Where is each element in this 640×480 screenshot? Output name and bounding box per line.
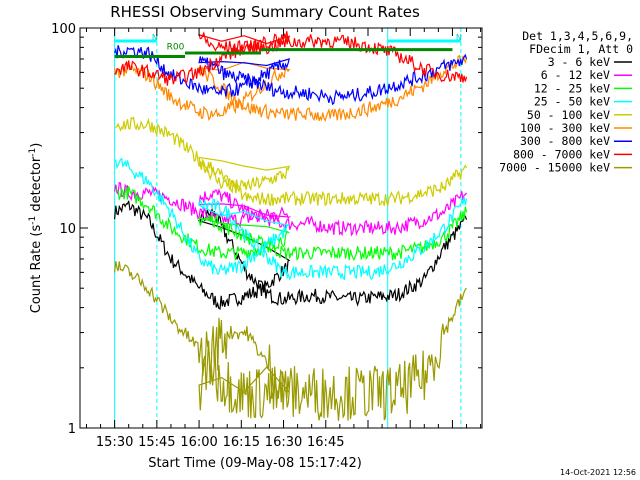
chart-title: RHESSI Observing Summary Count Rates [110, 3, 420, 21]
x-axis: 15:30 15:45 16:00 16:15 16:30 16:45 [85, 28, 482, 450]
x-tick-label: 15:30 [96, 435, 133, 450]
y-tick-label: 10 [59, 222, 76, 237]
saa-tag-0: N [152, 33, 158, 42]
saa-tag-1: N [456, 33, 462, 42]
legend-label-4: 50 - 100 keV [527, 108, 610, 122]
y-label-sup-1: -1 [28, 216, 38, 225]
y-tick-label: 1 [68, 422, 76, 437]
y-label-part-1: Count Rate (s [29, 225, 44, 314]
x-tick-label: 16:30 [265, 435, 302, 450]
legend-label-6: 300 - 800 keV [520, 134, 610, 148]
legend-label-7: 800 - 7000 keV [513, 147, 610, 161]
plot-area: R00 N N [114, 28, 468, 428]
series-line-5 [114, 54, 468, 122]
y-label-part-3: ) [29, 143, 44, 148]
legend-label-5: 100 - 300 keV [520, 121, 610, 135]
flag-label: R00 [167, 43, 185, 53]
y-axis-label: Count Rate (s-1 detector-1) [28, 143, 44, 314]
series-line-3 [114, 157, 468, 281]
series-line-4 [114, 116, 468, 207]
footer-date: 14-Oct-2021 12:56 [560, 468, 636, 477]
x-axis-label: Start Time (09-May-08 15:17:42) [148, 456, 362, 471]
y-label-sup-2: -1 [28, 148, 38, 157]
x-tick-label: 16:45 [307, 435, 344, 450]
legend-label-0: 3 - 6 keV [548, 55, 610, 69]
series-line-0 [114, 200, 468, 310]
series-line-1 [114, 182, 467, 237]
legend-label-8: 7000 - 15000 keV [499, 161, 610, 175]
y-axis: 1 10 100 [51, 22, 482, 437]
y-tick-label: 100 [51, 22, 76, 37]
x-tick-label: 16:15 [223, 435, 260, 450]
legend-label-3: 25 - 50 keV [534, 95, 610, 109]
x-tick-label: 15:45 [138, 435, 175, 450]
legend-label-2: 12 - 25 keV [534, 81, 610, 95]
x-tick-label: 16:00 [180, 435, 217, 450]
y-label-part-2: detector [29, 156, 44, 216]
series-line-6 [114, 45, 468, 106]
legend-header-1: Det 1,3,4,5,6,9, [522, 29, 633, 43]
legend-label-1: 6 - 12 keV [541, 68, 610, 82]
series-line-7 [114, 31, 468, 86]
legend-header-2: FDecim 1, Att 0 [529, 42, 633, 56]
series-line-8 [114, 261, 467, 421]
